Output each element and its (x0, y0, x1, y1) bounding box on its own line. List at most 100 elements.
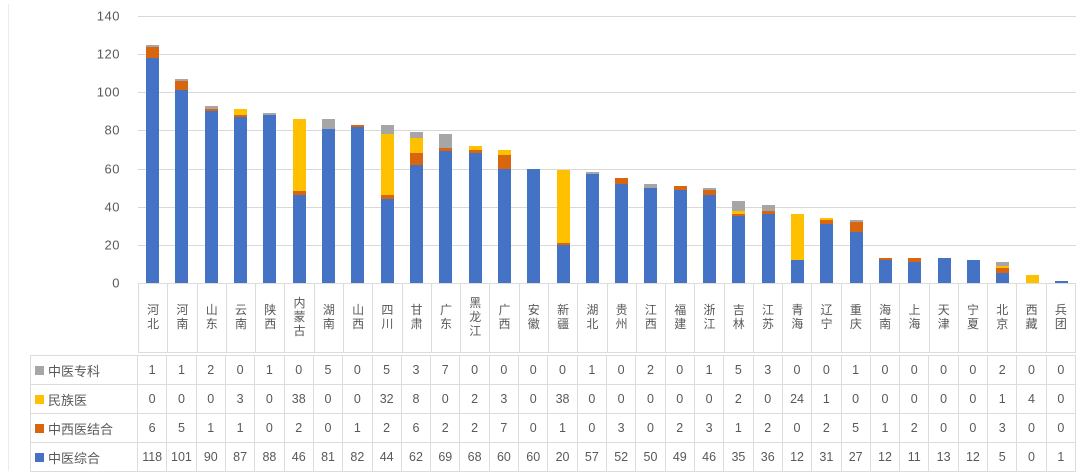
gridline (138, 54, 1076, 56)
table-value-cell: 0 (782, 414, 812, 442)
bar-segment (849, 220, 863, 222)
bar-slot (812, 16, 841, 283)
bar-segment (732, 201, 746, 211)
table-value-cell: 101 (167, 443, 196, 471)
x-axis-category-label: 辽宁 (820, 303, 833, 331)
table-value-cell: 32 (372, 385, 401, 413)
y-axis-tick-label: 100 (96, 84, 120, 100)
stacked-bar (878, 16, 892, 283)
x-axis-category-cell: 内蒙古 (285, 284, 314, 352)
table-value-cell: 0 (841, 385, 870, 413)
bar-slot (519, 16, 548, 283)
x-axis-category-label: 西藏 (1025, 303, 1038, 331)
bar-segment (234, 115, 248, 118)
table-value-cell: 0 (607, 385, 636, 413)
bar-segment (761, 214, 775, 283)
table-value-cell: 88 (255, 443, 284, 471)
bar-segment (849, 221, 863, 232)
table-value-cell: 1 (841, 356, 870, 384)
stacked-bar (380, 16, 394, 283)
table-value-cell: 90 (196, 443, 225, 471)
table-value-cell: 44 (372, 443, 401, 471)
stacked-bar (263, 16, 277, 283)
y-axis: 0 20 40 60 80 100 120 140 (0, 9, 128, 291)
table-value-cell: 2 (900, 414, 929, 442)
bar-segment (292, 191, 306, 196)
bar-segment (351, 126, 365, 283)
table-value-cell: 3 (401, 356, 431, 384)
stacked-bar (322, 16, 336, 283)
table-value-cell: 0 (900, 385, 929, 413)
bar-segment (322, 128, 336, 283)
x-axis-category-label: 重庆 (849, 303, 862, 331)
table-value-cell: 1 (548, 414, 577, 442)
y-axis-tick-label: 0 (112, 275, 120, 291)
table-value-cell: 13 (929, 443, 958, 471)
table-value-cell: 5 (724, 356, 753, 384)
table-value-cell: 2 (988, 356, 1017, 384)
table-value-cell: 1 (225, 414, 255, 442)
x-axis-category-label: 河南 (176, 303, 189, 331)
bar-segment (673, 185, 687, 190)
gridline (138, 16, 1076, 17)
table-value-cell: 0 (519, 356, 548, 384)
stacked-bar (908, 16, 922, 283)
x-axis-category-cell: 新疆 (548, 284, 578, 352)
x-axis-category-cell: 湖南 (314, 284, 343, 352)
bar-segment (878, 258, 892, 261)
stacked-bar (497, 16, 511, 283)
table-value-cell: 46 (284, 443, 313, 471)
x-axis-category-cell: 江西 (636, 284, 666, 352)
bar-segment (1025, 275, 1039, 283)
x-axis-category-label: 浙江 (703, 303, 716, 331)
x-axis-category-label: 湖北 (586, 303, 599, 331)
table-value-cell: 6 (138, 414, 167, 442)
x-axis-category-label: 陕西 (264, 303, 277, 331)
bar-segment (761, 204, 775, 211)
bar-segment (908, 258, 922, 263)
bar-segment (234, 109, 248, 116)
bar-segment (292, 195, 306, 283)
bar-slot (314, 16, 343, 283)
bar-slot (138, 16, 167, 283)
x-axis-category-cell: 山东 (197, 284, 226, 352)
table-value-cell: 0 (1017, 443, 1046, 471)
bar-segment (556, 170, 570, 243)
table-value-cell: 68 (460, 443, 489, 471)
x-axis-category-cell: 浙江 (695, 284, 724, 352)
table-value-cell: 3 (225, 385, 255, 413)
table-value-cell: 12 (782, 443, 812, 471)
stacked-bar (791, 16, 805, 283)
series-name-label: 民族医 (48, 392, 88, 408)
bar-segment (380, 199, 394, 283)
x-axis-category-label: 贵州 (615, 303, 628, 331)
table-value-cell: 2 (372, 414, 401, 442)
table-value-cell: 2 (284, 414, 313, 442)
table-legend-cell: 中医专科 (31, 356, 137, 384)
x-axis-category-cell: 广西 (490, 284, 519, 352)
bar-segment (497, 168, 511, 283)
x-axis-category-label: 天津 (937, 303, 950, 331)
table-value-cell: 0 (958, 385, 988, 413)
table-value-cell: 0 (255, 414, 284, 442)
bar-segment (644, 183, 658, 188)
table-value-cell: 31 (812, 443, 841, 471)
table-value-cell: 2 (460, 385, 489, 413)
table-value-cell: 62 (401, 443, 431, 471)
table-legend-cell: 中西医结合 (31, 414, 137, 442)
bar-slot (988, 16, 1017, 283)
bar-slot (402, 16, 431, 283)
bar-segment (380, 195, 394, 200)
y-axis-tick-label: 20 (104, 237, 120, 253)
table-value-cell: 3 (489, 385, 519, 413)
table-value-cell: 69 (431, 443, 460, 471)
stacked-bar (204, 16, 218, 283)
bar-segment (468, 149, 482, 154)
stacked-bar (351, 16, 365, 283)
bar-segment (175, 90, 189, 283)
x-axis-category-label: 山西 (352, 303, 365, 331)
y-axis-tick-label: 60 (104, 161, 120, 177)
stacked-bar (439, 16, 453, 283)
table-value-cell: 0 (607, 356, 636, 384)
x-axis-category-cell: 福建 (666, 284, 695, 352)
